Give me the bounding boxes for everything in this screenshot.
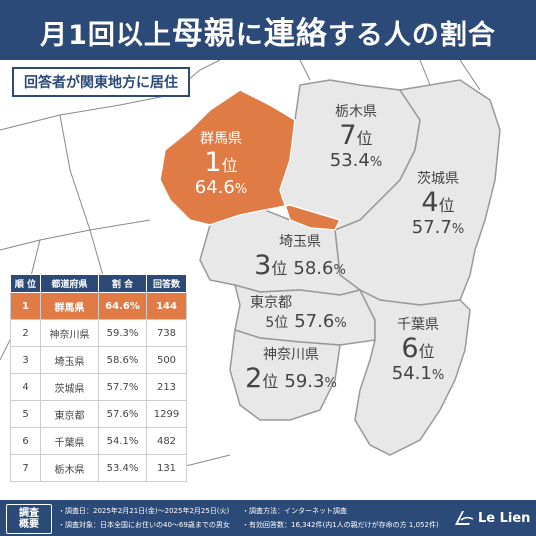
cell-rank: 7 <box>10 454 41 482</box>
table-row: 2 神奈川県 59.3% 738 <box>10 319 187 347</box>
region-kanagawa <box>229 329 341 421</box>
cell-prefecture: 千葉県 <box>40 427 99 455</box>
table-row: 1 群馬県 64.6% 144 <box>10 292 187 320</box>
table-row: 7 栃木県 53.4% 131 <box>10 454 187 482</box>
cell-ratio: 59.3% <box>98 319 147 347</box>
ranking-table: 順 位 都道府県 割 合 回答数 1 群馬県 64.6% 144 2 神奈川県 … <box>10 274 187 482</box>
map-label-tochigi: 栃木県 7位 53.4% <box>329 104 383 171</box>
survey-method: ・調査方法：インターネット調査 <box>242 507 347 515</box>
cell-ratio: 57.7% <box>98 373 147 401</box>
cell-ratio: 57.6% <box>98 400 147 428</box>
map-label-ibaraki: 茨城県 4位 57.7% <box>411 171 465 238</box>
cell-responses: 1299 <box>146 400 187 428</box>
survey-responses: ・有効回答数：16,342件(内1人の親だけが存命の方 1,052件) <box>242 521 439 529</box>
cell-responses: 738 <box>146 319 187 347</box>
cell-rank: 4 <box>10 373 41 401</box>
cell-responses: 144 <box>146 292 187 320</box>
cell-prefecture: 埼玉県 <box>40 346 99 374</box>
table-row: 3 埼玉県 58.6% 500 <box>10 346 187 374</box>
cell-ratio: 54.1% <box>98 427 147 455</box>
cell-prefecture: 茨城県 <box>40 373 99 401</box>
table-header-row: 順 位 都道府県 割 合 回答数 <box>10 274 187 293</box>
kanto-map: 群馬県 1位 64.6% 栃木県 7位 53.4% 茨城県 4位 57.7% 埼… <box>0 60 536 500</box>
table-row: 6 千葉県 54.1% 482 <box>10 427 187 455</box>
survey-summary-badge: 調査 概要 <box>6 504 52 534</box>
ranking-table-wrap: 順 位 都道府県 割 合 回答数 1 群馬県 64.6% 144 2 神奈川県 … <box>10 274 187 482</box>
page-title: 月1回以上母親に連絡する人の割合 <box>40 15 496 52</box>
cell-prefecture: 神奈川県 <box>40 319 99 347</box>
map-label-saitama: 埼玉県 3位 58.6% <box>254 234 346 281</box>
cell-ratio: 64.6% <box>98 292 147 320</box>
map-shapes <box>0 60 501 471</box>
cell-responses: 131 <box>146 454 187 482</box>
survey-target: ・調査対象：日本全国にお住いの40～69歳までの男女 <box>58 521 230 529</box>
footer-banner: 調査 概要 ・調査日：2025年2月21日(金)～2025年2月25日(火) ・… <box>0 500 536 536</box>
header-responses: 回答数 <box>146 274 187 293</box>
survey-period: ・調査日：2025年2月21日(金)～2025年2月25日(火) <box>58 507 230 515</box>
lelien-logo: Le Lien <box>452 508 530 528</box>
cell-prefecture: 東京都 <box>40 400 99 428</box>
cell-responses: 500 <box>146 346 187 374</box>
cell-ratio: 53.4% <box>98 454 147 482</box>
table-row: 5 東京都 57.6% 1299 <box>10 400 187 428</box>
map-label-gunma: 群馬県 1位 64.6% <box>194 131 248 198</box>
cell-prefecture: 栃木県 <box>40 454 99 482</box>
table-row: 4 茨城県 57.7% 213 <box>10 373 187 401</box>
cell-rank: 2 <box>10 319 41 347</box>
cell-rank: 5 <box>10 400 41 428</box>
lelien-logo-icon <box>455 511 474 525</box>
region-gunma <box>159 89 342 231</box>
header-prefecture: 都道府県 <box>40 274 99 293</box>
cell-rank: 1 <box>10 292 41 320</box>
cell-rank: 3 <box>10 346 41 374</box>
cell-responses: 213 <box>146 373 187 401</box>
map-label-tokyo: 東京都 5位 57.6% <box>250 295 347 332</box>
cell-ratio: 58.6% <box>98 346 147 374</box>
lelien-logo-text: Le Lien <box>478 510 531 526</box>
respondent-note: 回答者が関東地方に居住 <box>12 67 190 97</box>
header-ratio: 割 合 <box>98 274 147 293</box>
cell-rank: 6 <box>10 427 41 455</box>
map-label-chiba: 千葉県 6位 54.1% <box>391 317 445 384</box>
region-chiba <box>354 288 471 456</box>
map-label-kanagawa: 神奈川県 2位 59.3% <box>245 347 337 394</box>
cell-responses: 482 <box>146 427 187 455</box>
cell-prefecture: 群馬県 <box>40 292 99 320</box>
header-rank: 順 位 <box>10 274 41 293</box>
header-banner: 月1回以上母親に連絡する人の割合 <box>0 0 536 60</box>
